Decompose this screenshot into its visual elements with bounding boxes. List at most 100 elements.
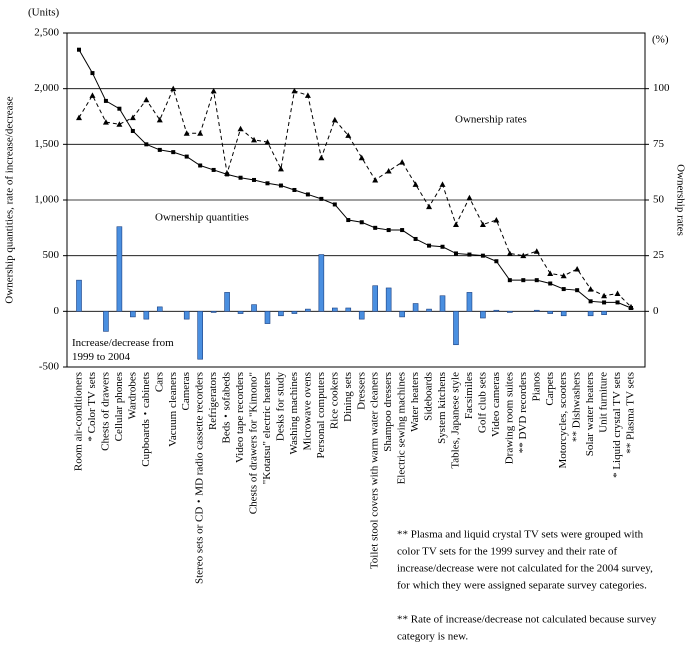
x-tick-label: Electric sewing machines: [396, 372, 408, 484]
marker: [601, 292, 608, 299]
marker: [251, 136, 258, 143]
bar: [183, 311, 190, 320]
x-tick-label: Golf club sets: [476, 372, 488, 433]
bar: [130, 311, 136, 318]
x-tick-label: Cameras: [180, 372, 192, 410]
marker: [198, 163, 203, 168]
marker: [400, 228, 405, 233]
marker: [318, 154, 325, 161]
bar: [237, 311, 244, 314]
marker: [373, 225, 378, 230]
marker: [427, 243, 432, 248]
marker: [399, 159, 406, 165]
bar: [116, 226, 123, 312]
marker: [548, 281, 553, 286]
y-tick-label: 2,000: [34, 82, 59, 94]
x-tick-label: Pianos: [530, 372, 542, 401]
x-tick-label: Refrigerators: [207, 372, 219, 430]
y-unit: (Units): [28, 7, 60, 19]
x-tick-label: Facsimiles: [463, 372, 475, 419]
footnote: ** Rate of increase/decrease not calcula…: [397, 614, 657, 626]
y-tick-label: 2,500: [34, 27, 59, 39]
marker: [102, 119, 109, 125]
y2-tick-label: 75: [653, 138, 665, 150]
bar: [385, 287, 392, 312]
marker: [615, 300, 620, 305]
marker: [184, 154, 189, 159]
footnote: category is new.: [397, 631, 468, 643]
x-tick-label: Cupboards・cabinets: [140, 372, 152, 467]
x-tick-label: ** DVD recorders: [517, 372, 529, 453]
bar: [601, 311, 607, 315]
bar: [318, 254, 325, 312]
marker: [507, 278, 512, 283]
x-tick-label: * Liquid crystal TV sets: [611, 372, 623, 478]
bar: [480, 311, 486, 319]
marker: [224, 170, 231, 176]
x-tick-label: Drawing room suites: [503, 372, 515, 464]
marker: [359, 220, 364, 225]
marker: [346, 218, 351, 223]
x-tick-label: Video cameras: [490, 372, 502, 437]
bar: [278, 311, 284, 317]
marker: [534, 278, 539, 283]
y-axis-label: Ownership quantities, rate of increase/d…: [4, 96, 16, 303]
marker: [103, 98, 108, 103]
marker: [561, 287, 566, 292]
footnote: for which they were assigned separate su…: [397, 580, 647, 592]
bar: [305, 308, 311, 312]
x-tick-label: System kitchens: [436, 372, 448, 444]
y2-unit: (%): [652, 34, 669, 46]
marker: [453, 251, 458, 256]
x-tick-label: Chests of drawers: [99, 372, 111, 451]
marker: [305, 192, 310, 197]
x-tick-label: Personal computers: [315, 372, 327, 458]
bar: [372, 285, 378, 312]
marker: [506, 250, 513, 256]
marker: [183, 130, 190, 136]
marker: [238, 175, 243, 180]
x-tick-label: Shampoo dressers: [382, 372, 394, 452]
marker: [385, 168, 392, 174]
bar: [143, 311, 150, 320]
line: [78, 49, 632, 309]
x-tick-label: ** Dishwashers: [571, 372, 583, 442]
marker: [426, 203, 433, 210]
marker: [560, 272, 567, 279]
marker: [292, 187, 297, 192]
marker: [440, 244, 445, 249]
x-tick-label: Wardrobes: [126, 372, 138, 419]
marker: [521, 278, 526, 283]
x-tick-label: "Kotatsu" electric heaters: [261, 372, 273, 484]
marker: [156, 116, 163, 123]
bar: [426, 308, 432, 312]
marker: [116, 121, 123, 127]
marker: [304, 92, 311, 98]
marker: [278, 183, 283, 188]
x-tick-label: Beds・sofabeds: [221, 372, 233, 444]
marker: [466, 194, 473, 201]
y2-tick-label: 25: [653, 249, 665, 261]
bar: [264, 311, 271, 324]
x-tick-label: Carpets: [544, 372, 556, 406]
x-tick-label: ** Plasma TV sets: [625, 372, 637, 454]
marker: [452, 221, 459, 227]
x-tick-label: Video tape recorders: [234, 372, 246, 463]
marker: [211, 167, 216, 172]
marker: [90, 71, 95, 76]
x-tick-label: Microwave ovens: [301, 372, 313, 451]
x-tick-label: Desks for study: [274, 372, 286, 442]
series-label-text: Increase/decrease from 1999 to 2004: [72, 337, 174, 363]
bar: [453, 311, 459, 346]
marker: [332, 202, 337, 207]
marker: [439, 181, 446, 187]
marker: [264, 139, 271, 145]
marker: [574, 266, 581, 272]
bar: [76, 279, 82, 312]
marker: [237, 125, 244, 132]
series-label: Ownership rates: [455, 114, 527, 126]
y-tick-label: 500: [43, 249, 60, 261]
marker: [252, 177, 257, 182]
marker: [265, 181, 270, 186]
series-label: Increase/decrease from 1999 to 2004: [72, 337, 174, 363]
